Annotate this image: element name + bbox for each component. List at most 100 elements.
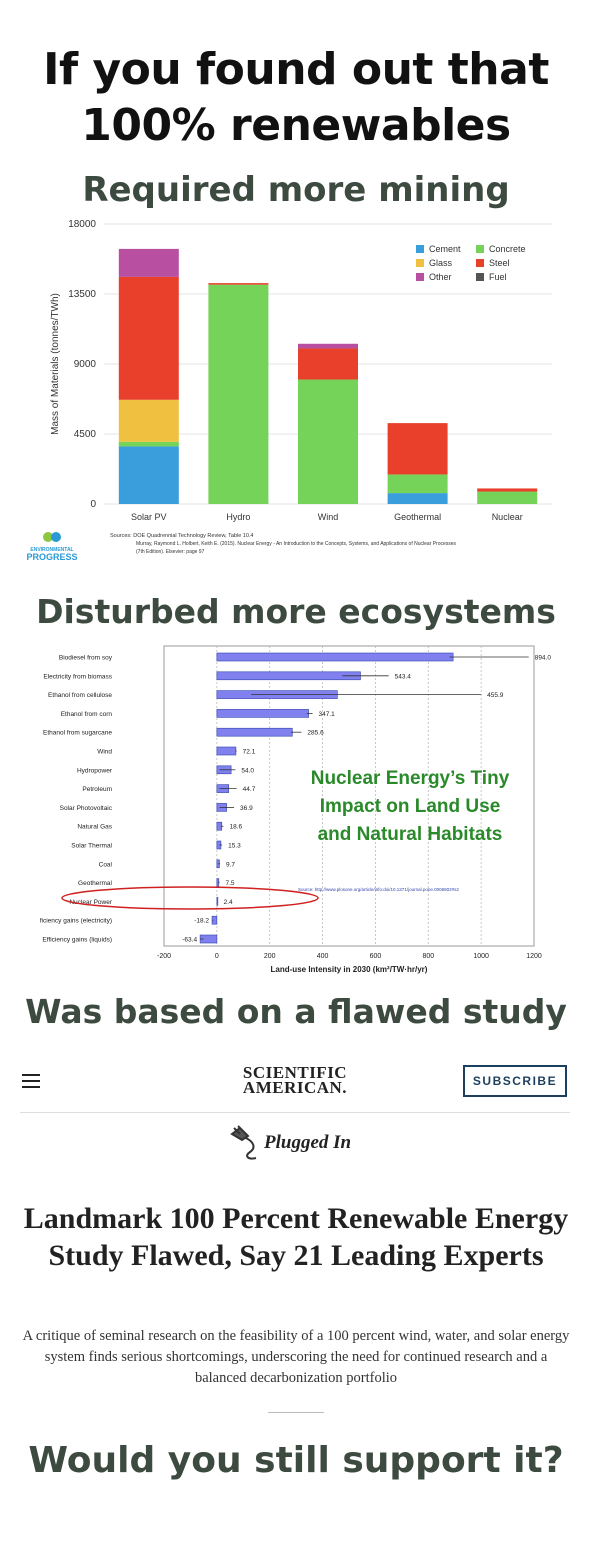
land-use-bar-efficiency-gains-liquids — [199, 934, 218, 944]
brand-line2: PROGRESS — [26, 552, 77, 562]
land-use-category-solar-thermal: Solar Thermal — [71, 843, 112, 850]
land-use-value-label: 543.4 — [395, 673, 412, 680]
materials-chart-ylabel: Mass of Materials (tonnes/TWh) — [50, 293, 61, 435]
bar-geothermal-steel — [387, 423, 448, 475]
land-use-bar-ethanol-from-sugarcane — [216, 727, 293, 737]
land-use-annotation-line3: and Natural Habitats — [318, 824, 503, 845]
materials-xtick-label: Geothermal — [394, 512, 441, 522]
legend-label-glass: Glass — [429, 258, 453, 268]
land-use-source[interactable]: Source: http://www.plosone.org/article/i… — [298, 887, 459, 892]
land-use-bar-ethanol-from-corn — [216, 709, 309, 718]
land-use-bar-efficiency-gains-electricity — [211, 915, 218, 925]
logo-line1: SCIENTIFIC — [242, 1063, 348, 1082]
bar-geothermal-cement — [387, 493, 448, 504]
land-use-category-geothermal: Geothermal — [78, 880, 113, 887]
headline-mining: Required more mining — [82, 170, 510, 210]
land-use-category-ethanol-from-cellulose: Ethanol from cellulose — [48, 692, 112, 699]
materials-ytick-label: 0 — [90, 499, 96, 510]
legend-swatch-cement — [416, 245, 424, 253]
legend-swatch-fuel — [476, 273, 484, 281]
land-use-category-efficiency-gains-electricity: Efficiency gains (electricity) — [40, 918, 112, 925]
land-use-value-label: 347.1 — [319, 711, 336, 718]
land-use-category-ethanol-from-corn: Ethanol from corn — [61, 711, 113, 718]
land-use-category-coal: Coal — [99, 861, 113, 868]
materials-ytick-label: 9000 — [74, 359, 97, 370]
land-use-category-efficiency-gains-liquids: Efficiency gains (liquids) — [42, 937, 112, 944]
materials-ytick-label: 18000 — [68, 219, 96, 230]
scientific-american-logo[interactable]: SCIENTIFIC AMERICAN. — [200, 1063, 390, 1097]
bar-solar-pv-other — [118, 248, 179, 277]
materials-xtick-label: Hydro — [226, 512, 250, 522]
logo-leaf-green — [43, 532, 53, 542]
logo-line2: AMERICAN. — [242, 1078, 348, 1097]
bar-wind-steel — [298, 348, 358, 380]
land-use-category-hydropower: Hydropower — [77, 767, 113, 774]
land-use-value-label: 44.7 — [243, 786, 256, 793]
legend-label-cement: Cement — [429, 244, 461, 254]
land-use-category-natural-gas: Natural Gas — [77, 824, 112, 831]
land-use-xtick-label: 1200 — [526, 953, 542, 960]
land-use-value-label: 15.3 — [228, 843, 241, 850]
legend-swatch-glass — [416, 259, 424, 267]
land-use-xtick-label: 800 — [422, 953, 434, 960]
legend-label-fuel: Fuel — [489, 272, 507, 282]
bar-wind-other — [298, 343, 358, 349]
bar-solar-pv-steel — [118, 276, 179, 400]
bar-solar-pv-cement — [118, 446, 179, 504]
land-use-category-ethanol-from-sugarcane: Ethanol from sugarcane — [43, 730, 112, 737]
bar-solar-pv-glass — [118, 399, 179, 442]
bar-nuclear-concrete — [477, 491, 538, 504]
land-use-value-label: 54.0 — [241, 767, 254, 774]
land-use-bar-wind — [216, 746, 237, 756]
headline-line1: If you found out that — [43, 44, 549, 95]
headline-question: Would you still support it? — [28, 1440, 564, 1481]
materials-ytick-label: 4500 — [74, 429, 97, 440]
land-use-value-label: 36.9 — [240, 805, 253, 812]
land-use-value-label: 2.4 — [224, 899, 233, 906]
legend-swatch-steel — [476, 259, 484, 267]
land-use-bar-nuclear-power — [216, 897, 219, 906]
land-use-xlabel: Land-use Intensity in 2030 (km²/TW·hr/yr… — [271, 965, 428, 974]
bar-hydro-concrete — [208, 284, 269, 504]
land-use-value-label: 894.0 — [535, 655, 552, 662]
land-use-value-label: 18.6 — [229, 824, 242, 831]
land-use-value-label: 455.9 — [487, 692, 504, 699]
legend-label-steel: Steel — [489, 258, 510, 268]
legend-swatch-concrete — [476, 245, 484, 253]
subscribe-button[interactable]: SUBSCRIBE — [463, 1065, 567, 1097]
headline-flawed: Was based on a flawed study — [25, 992, 567, 1031]
plug-icon — [230, 1125, 257, 1160]
article-subtitle: A critique of seminal research on the fe… — [22, 1328, 570, 1386]
land-use-category-wind: Wind — [97, 749, 112, 756]
land-use-category-biodiesel-from-soy: Biodiesel from soy — [59, 655, 113, 662]
materials-xtick-label: Nuclear — [492, 512, 523, 522]
land-use-chart: 894.0 543.4 455.9 347.1 285.6 72.1 54.0 44.7 36.… — [40, 645, 552, 974]
land-use-value-label: 285.6 — [307, 730, 324, 737]
land-use-annotation-line2: Impact on Land Use — [320, 796, 501, 817]
scientific-american-article: SCIENTIFIC AMERICAN. SUBSCRIBE Plugged I… — [0, 1048, 592, 1428]
logo-leaf-blue — [51, 532, 61, 542]
land-use-value-label: 9.7 — [226, 861, 235, 868]
legend-swatch-other — [416, 273, 424, 281]
materials-xtick-label: Solar PV — [131, 512, 167, 522]
materials-chart: 0 4500 9000 13500 18000 Solar PV Hydro Wind Geo… — [26, 219, 552, 562]
headline-ecosystems: Disturbed more ecosystems — [36, 592, 556, 631]
land-use-xtick-label: 0 — [215, 953, 219, 960]
land-use-value-label: -63.4 — [182, 937, 197, 944]
environmental-progress-logo: ENVIRONMENTAL PROGRESS — [26, 532, 78, 562]
brand-line1: ENVIRONMENTAL — [30, 547, 73, 553]
headline-line2: 100% renewables — [81, 100, 511, 151]
legend-label-concrete: Concrete — [489, 244, 526, 254]
source-line3: (7th Edition). Elsevier: page 97 — [136, 549, 205, 555]
land-use-annotation-line1: Nuclear Energy’s Tiny — [311, 768, 510, 789]
bar-geothermal-concrete — [387, 474, 448, 494]
legend-label-other: Other — [429, 272, 452, 282]
land-use-xtick-label: 1000 — [473, 953, 489, 960]
bar-solar-pv-concrete — [118, 441, 179, 447]
land-use-xtick-label: 600 — [370, 953, 382, 960]
hamburger-menu-icon[interactable] — [22, 1074, 40, 1088]
land-use-value-label: -18.2 — [194, 918, 209, 925]
source-line2: Murray, Raymond L. Holbert, Keith E. (20… — [136, 541, 457, 547]
article-title[interactable]: Landmark 100 Percent Renewable Energy St… — [23, 1202, 569, 1272]
header-divider — [20, 1112, 570, 1113]
